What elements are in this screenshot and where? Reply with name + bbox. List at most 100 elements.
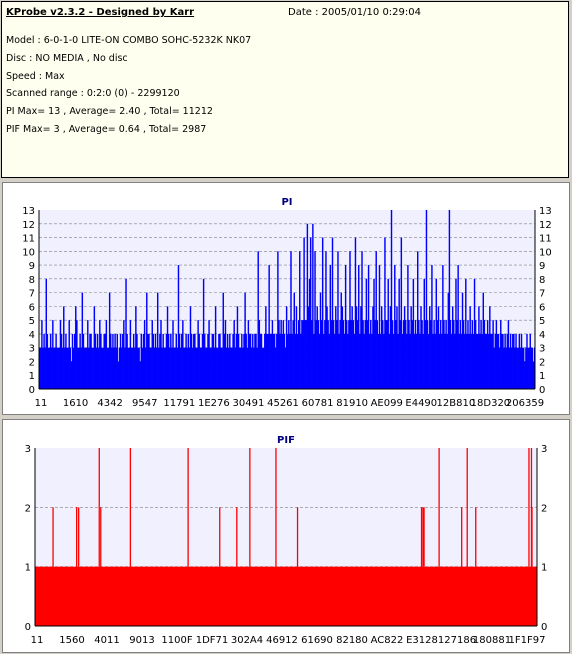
pi-bar xyxy=(311,320,313,389)
pi-bar xyxy=(316,306,318,389)
pi-bar xyxy=(353,333,356,389)
pi-bar xyxy=(176,347,179,389)
pi-bar xyxy=(337,251,339,389)
pi-bar xyxy=(55,333,57,389)
pi-bar xyxy=(129,320,132,389)
pi-bar xyxy=(73,333,76,389)
pi-bar xyxy=(389,306,392,389)
pi-bar xyxy=(139,361,141,389)
pi-bar xyxy=(505,347,507,389)
x-tick-label: 9547 xyxy=(132,398,157,409)
pi-bar xyxy=(289,333,291,389)
pi-bar xyxy=(422,333,424,389)
x-tick-label: 18D320 xyxy=(471,398,511,409)
pi-bar xyxy=(238,347,241,389)
pi-bar xyxy=(272,333,275,389)
pi-bar xyxy=(308,278,311,389)
pi-bar xyxy=(150,347,152,389)
pi-bar xyxy=(253,347,255,389)
pi-bar xyxy=(328,333,330,389)
pi-bar xyxy=(378,265,381,389)
pi-bar xyxy=(47,347,50,389)
pi-bar xyxy=(441,333,443,389)
pi-bar xyxy=(40,347,42,389)
pi-bar xyxy=(179,347,182,389)
pi-bar xyxy=(160,320,162,389)
y-tick-label-right: 11 xyxy=(539,234,552,245)
pi-bar xyxy=(159,333,161,389)
pi-bar xyxy=(497,333,500,389)
pi-bar xyxy=(303,237,305,389)
pi-bar xyxy=(442,265,444,389)
pi-bar xyxy=(220,347,222,389)
pi-bar xyxy=(385,320,387,389)
pi-bar xyxy=(117,361,120,389)
pi-bar xyxy=(197,320,199,389)
scan-info-panel: KProbe v2.3.2 - Designed by Karr Date : … xyxy=(1,1,569,178)
pi-bar xyxy=(284,347,287,389)
y-tick-label-left: 2 xyxy=(29,357,35,368)
pi-bar xyxy=(291,333,293,389)
pi-bar xyxy=(530,347,533,389)
x-tick-label: 1DF71 xyxy=(196,635,229,646)
y-tick-label-left: 3 xyxy=(29,344,35,355)
chart-title: PIF xyxy=(277,435,295,446)
pi-bar xyxy=(371,333,373,389)
pi-bar xyxy=(496,333,499,389)
pi-bar xyxy=(400,237,403,389)
pi-bar xyxy=(171,347,173,389)
pi-bar xyxy=(104,333,106,389)
pi-bar xyxy=(52,320,54,389)
pi-bar xyxy=(233,320,235,389)
pi-bar xyxy=(486,320,489,389)
pi-bar xyxy=(387,278,389,389)
pi-bar xyxy=(281,333,283,389)
y-tick-label-left: 0 xyxy=(25,622,31,633)
x-tick-label: 1610 xyxy=(63,398,88,409)
pif-chart-panel: PIF 0 0 1 1 2 2 3 3 11 1560 4011 9013 1100F 1DF71 302A4… xyxy=(2,419,570,653)
pi-bar xyxy=(266,333,268,389)
pi-bar xyxy=(158,347,160,389)
pi-bar xyxy=(532,361,535,389)
pi-bar xyxy=(282,320,285,389)
pi-bar xyxy=(346,320,348,389)
pi-bar xyxy=(205,347,207,389)
pi-bar xyxy=(105,320,108,389)
pi-bar xyxy=(506,333,509,389)
pi-bar xyxy=(67,347,69,389)
x-tick-label: 11 xyxy=(35,398,48,409)
pi-bar xyxy=(457,265,459,389)
pi-bar xyxy=(461,292,464,389)
x-tick-label: AE099 xyxy=(371,398,403,409)
pi-bar xyxy=(476,333,478,389)
y-tick-label-right: 13 xyxy=(539,206,552,217)
pi-bar xyxy=(456,320,458,389)
pi-bar xyxy=(235,333,238,389)
pi-bar xyxy=(299,251,301,389)
pi-bar xyxy=(521,347,524,389)
pi-bar xyxy=(414,320,417,389)
pi-bar xyxy=(392,333,395,389)
pi-bar xyxy=(447,292,450,389)
pi-bar xyxy=(261,347,264,389)
x-tick-label: 206359 xyxy=(506,398,544,409)
pi-bar xyxy=(317,320,320,389)
pi-bar xyxy=(63,306,65,389)
pi-bar xyxy=(528,347,530,389)
pi-bar xyxy=(462,320,465,389)
y-tick-label-left: 2 xyxy=(25,503,31,514)
scan-date: Date : 2005/01/10 0:29:04 xyxy=(288,7,421,18)
pi-bar xyxy=(474,320,477,389)
pi-bar xyxy=(268,265,270,389)
pi-bar xyxy=(480,320,482,389)
pi-bar xyxy=(409,333,411,389)
pi-bar xyxy=(379,333,382,389)
x-tick-label: 180881 xyxy=(473,635,511,646)
y-tick-label-right: 2 xyxy=(541,503,547,514)
pi-bar xyxy=(108,292,111,389)
pi-bar xyxy=(136,333,138,389)
pi-bar xyxy=(434,333,436,389)
pi-bar xyxy=(164,347,167,389)
pi-bar xyxy=(501,333,503,389)
pi-bar xyxy=(144,347,147,389)
